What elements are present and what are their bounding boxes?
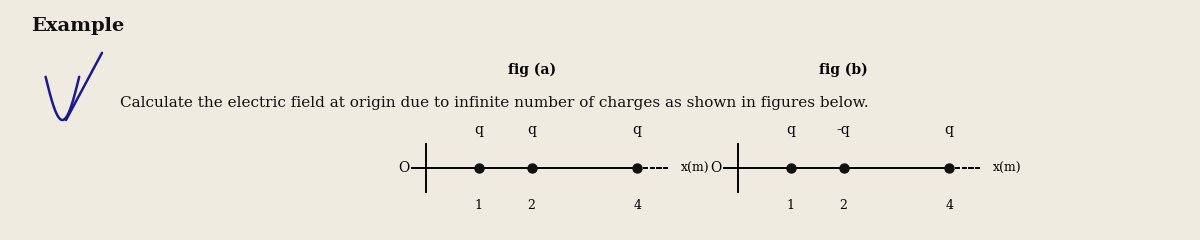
Text: q: q [474, 123, 484, 137]
Text: 1: 1 [475, 199, 482, 212]
Text: O: O [398, 161, 409, 175]
Text: fig (b): fig (b) [820, 62, 868, 77]
Text: fig (a): fig (a) [508, 62, 556, 77]
Text: x(m): x(m) [992, 162, 1021, 174]
Text: -q: -q [836, 123, 851, 137]
Text: x(m): x(m) [680, 162, 709, 174]
Text: 2: 2 [528, 199, 535, 212]
Text: O: O [710, 161, 721, 175]
Text: 4: 4 [634, 199, 641, 212]
Text: q: q [527, 123, 536, 137]
Text: q: q [944, 123, 954, 137]
Text: Calculate the electric field at origin due to infinite number of charges as show: Calculate the electric field at origin d… [120, 96, 869, 110]
Text: q: q [786, 123, 796, 137]
Text: 1: 1 [787, 199, 794, 212]
Text: 4: 4 [946, 199, 953, 212]
Text: 2: 2 [840, 199, 847, 212]
Text: q: q [632, 123, 642, 137]
Text: Example: Example [31, 17, 125, 35]
